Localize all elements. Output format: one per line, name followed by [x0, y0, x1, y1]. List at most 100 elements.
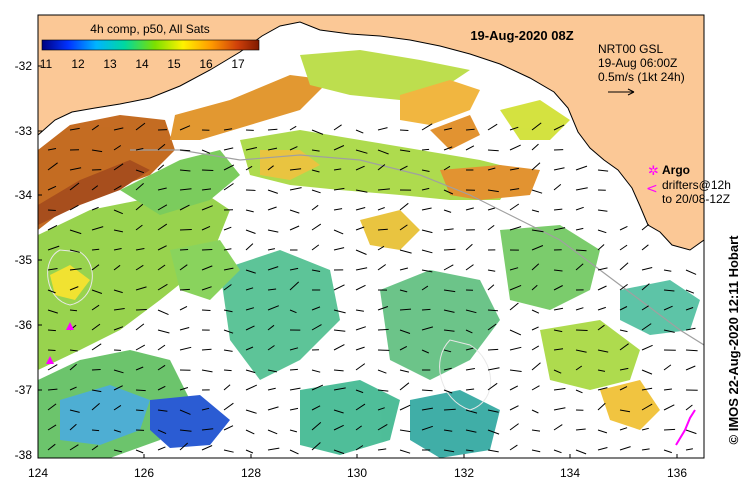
current-arrow: [443, 228, 454, 231]
current-arrow: [421, 389, 433, 392]
current-arrow: [245, 429, 255, 435]
x-axis: 124 126 128 130 132 134 136: [28, 466, 687, 480]
current-arrow: [531, 189, 543, 194]
current-arrow: [47, 268, 58, 271]
current-arrow: [553, 208, 563, 211]
current-arrow: [69, 204, 79, 211]
current-arrow: [69, 349, 78, 352]
current-arrow: [641, 403, 653, 411]
current-arrow: [443, 367, 452, 371]
current-arrow: [531, 245, 544, 251]
current-arrow: [619, 225, 628, 231]
current-arrow: [663, 364, 672, 371]
current-arrow: [201, 205, 213, 211]
current-arrow: [245, 229, 256, 234]
drifter-icon: <: [646, 181, 658, 197]
current-arrow: [509, 203, 520, 211]
current-arrow: [399, 369, 410, 373]
current-arrow: [333, 329, 346, 332]
current-arrow: [179, 409, 191, 415]
current-arrow: [267, 189, 278, 194]
current-arrow: [509, 267, 519, 271]
current-arrow: [377, 228, 388, 231]
current-arrow: [355, 207, 366, 211]
current-arrow: [311, 244, 320, 251]
colorbar: 4h comp, p50, All Sats 11 12 13 14 15 16…: [40, 22, 260, 71]
current-arrow: [245, 384, 258, 391]
current-arrow: [91, 389, 102, 393]
current-arrow: [399, 449, 411, 454]
current-scale: 0.5m/s (1kt 24h): [598, 70, 685, 84]
drifters-date: to 20/08-12Z: [662, 192, 730, 206]
current-arrow: [201, 249, 213, 251]
current-arrow: [575, 187, 588, 191]
current-arrow: [575, 165, 588, 171]
colorbar-tick: 16: [199, 57, 213, 71]
current-arrow: [47, 162, 58, 171]
current-arrow: [135, 409, 144, 412]
sst-data-layer: [38, 50, 700, 458]
current-arrow: [179, 204, 190, 211]
current-arrow: [113, 264, 121, 271]
current-arrow: [619, 262, 629, 271]
current-arrow: [157, 385, 166, 391]
current-arrow: [179, 387, 189, 391]
current-arrow: [289, 125, 297, 131]
current-arrow: [267, 206, 277, 211]
current-arrow: [597, 306, 606, 311]
current-arrow: [465, 449, 474, 452]
current-arrow: [443, 189, 454, 195]
current-arrow: [531, 362, 541, 371]
plot-frame: [37, 14, 705, 459]
y-tick-label: -37: [15, 383, 33, 397]
current-arrow: [509, 188, 520, 191]
current-source: NRT00 GSL: [598, 42, 663, 56]
current-arrow: [69, 182, 80, 191]
x-tick-label: 132: [454, 466, 474, 480]
current-arrow: [311, 129, 324, 135]
current-arrow: [641, 283, 650, 291]
current-arrow: [223, 369, 232, 372]
current-arrow: [267, 288, 277, 291]
credit-text: © IMOS 22-Aug-2020 12:11 Hobart: [726, 235, 741, 445]
current-arrow: [487, 189, 499, 193]
current-arrow: [267, 429, 278, 435]
current-arrow: [135, 169, 145, 174]
current-arrow: [223, 267, 234, 271]
current-arrow: [509, 144, 521, 151]
current-arrow: [333, 229, 344, 235]
current-arrow: [465, 145, 475, 151]
current-arrow: [47, 148, 57, 151]
current-arrow: [289, 449, 299, 455]
current-arrow: [355, 326, 366, 331]
current-arrow: [157, 143, 166, 151]
current-arrow: [685, 269, 697, 275]
current-arrow: [179, 169, 191, 172]
current-arrow: [443, 165, 451, 171]
current-arrow: [509, 284, 522, 291]
current-arrow: [421, 349, 430, 354]
current-arrow: [355, 284, 366, 291]
current-arrow: [509, 444, 518, 451]
current-arrow: [487, 309, 498, 312]
current-arrow: [465, 347, 474, 351]
current-arrow: [311, 442, 321, 451]
current-arrow: [113, 308, 125, 311]
current-arrow: [641, 244, 649, 251]
current-arrow: [443, 349, 452, 353]
current-arrow: [619, 244, 628, 251]
current-arrow: [179, 288, 190, 291]
current-arrow: [531, 143, 539, 151]
current-arrow: [619, 306, 628, 311]
current-arrow: [575, 227, 584, 231]
current-arrow: [355, 226, 365, 231]
current-arrow: [245, 147, 258, 151]
current-arrow: [135, 344, 146, 351]
current-arrow: [641, 224, 650, 231]
y-tick-label: -36: [15, 318, 33, 332]
current-arrow: [597, 267, 608, 271]
current-arrow: [641, 305, 649, 311]
current-arrow: [311, 324, 322, 331]
current-arrow: [377, 164, 386, 171]
current-arrow: [201, 169, 214, 171]
